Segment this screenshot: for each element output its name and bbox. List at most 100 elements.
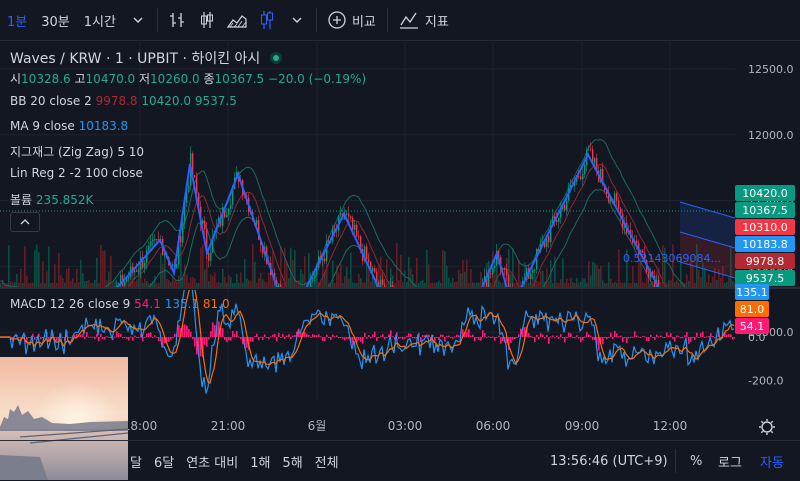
volume-bar: [674, 282, 676, 287]
symbol-title[interactable]: Waves / KRW · 1 · UPBIT · 하이킨 아시: [10, 51, 261, 67]
volume-bar: [416, 257, 418, 287]
candle-body: [594, 158, 596, 164]
candle-body: [446, 347, 447, 348]
macd-hist-bar: [514, 337, 516, 339]
volume-bar: [222, 268, 224, 287]
macd-hist-bar: [670, 333, 672, 337]
low-value: 10260.0: [150, 72, 200, 86]
candle-body: [464, 329, 465, 330]
candle-chart-icon[interactable]: [192, 0, 222, 40]
range-all[interactable]: 전체: [314, 455, 339, 471]
macd-hist-bar: [712, 336, 714, 338]
volume-bar: [586, 282, 588, 287]
volume-bar: [468, 283, 470, 287]
candle-body: [36, 324, 37, 331]
candle-body: [258, 220, 260, 240]
linreg-legend[interactable]: Lin Reg 2 -2 100 close: [10, 166, 143, 180]
compare-button[interactable]: 비교: [321, 0, 383, 40]
log-toggle[interactable]: 로그: [718, 455, 742, 471]
macd-hist-bar: [68, 337, 70, 338]
collapse-legend-button[interactable]: [10, 212, 40, 232]
volume-bar: [660, 282, 662, 287]
candle-body: [372, 268, 374, 272]
bb-lower-value: 9537.5: [194, 94, 237, 108]
range-ytd[interactable]: 연초 대비: [186, 455, 239, 471]
candle-body: [18, 313, 19, 318]
candle-body: [518, 300, 519, 307]
candle-body: [222, 208, 224, 226]
candle-body: [658, 279, 660, 287]
volume-bar: [348, 278, 350, 287]
macd-hist-bar: [270, 336, 272, 338]
chevron-down-icon[interactable]: [123, 0, 153, 40]
macd-tag-label: 81.0: [740, 303, 765, 316]
macd-hist-bar: [332, 334, 334, 337]
macd-hist-bar: [184, 324, 186, 337]
volume-bar: [374, 281, 376, 287]
bb-legend[interactable]: BB 20 close 2 9978.8 10420.0 9537.5: [10, 94, 237, 108]
macd-hist-bar: [624, 337, 626, 339]
toolbar-divider: [156, 8, 158, 32]
volume-bar: [602, 280, 604, 287]
time-axis[interactable]: 18:00 21:00 6월 03:00 06:00 09:00 12:00: [123, 419, 688, 433]
volume-bar: [480, 272, 482, 287]
volume-bar: [632, 265, 634, 287]
volume-bar: [298, 280, 300, 287]
settings-icon[interactable]: [759, 419, 775, 435]
candle-body: [26, 316, 27, 329]
bar-chart-icon[interactable]: [162, 0, 192, 40]
volume-bar: [228, 274, 230, 287]
candle-body: [430, 324, 431, 330]
volume-legend[interactable]: 볼륨 235.852K: [10, 193, 94, 207]
auto-toggle[interactable]: 자동: [760, 455, 784, 471]
range-month[interactable]: 달: [130, 455, 142, 471]
range-5years[interactable]: 5해: [282, 455, 303, 471]
macd-hist-bar: [730, 334, 732, 337]
candle-body: [508, 275, 510, 287]
volume-bar: [596, 264, 598, 287]
volume-bar: [498, 280, 500, 287]
candle-body: [520, 298, 521, 300]
volume-bar: [626, 249, 628, 287]
clock[interactable]: 13:56:46 (UTC+9): [550, 453, 668, 469]
volume-bar: [338, 272, 340, 287]
time-tick-label: 09:00: [565, 419, 600, 433]
range-1year[interactable]: 1해: [250, 455, 271, 471]
interval-1m[interactable]: 1분: [7, 14, 28, 30]
candle-body: [32, 320, 33, 328]
price-chart[interactable]: 12500.012000.011500.011000.010500.00.0-2…: [0, 40, 800, 440]
volume-bar: [332, 260, 334, 287]
candle-body: [116, 285, 118, 287]
macd-hist-bar: [174, 333, 176, 337]
macd-legend[interactable]: MACD 12 26 close 9 54.1 135.1 81.0: [10, 297, 230, 311]
indicators-button[interactable]: 지표: [392, 0, 456, 40]
candle-body: [256, 220, 258, 225]
heikin-ashi-icon[interactable]: [252, 0, 282, 40]
area-chart-icon[interactable]: [222, 0, 252, 40]
macd-hist-bar: [104, 337, 106, 340]
interval-1h[interactable]: 1시간: [83, 14, 116, 30]
chevron-down-icon[interactable]: [282, 0, 312, 40]
macd-tag-bg: [735, 284, 769, 300]
volume-bar: [188, 282, 190, 287]
toolbar-divider: [315, 8, 317, 32]
volume-bar: [260, 272, 262, 287]
candle-body: [672, 300, 673, 318]
volume-bar: [78, 282, 80, 287]
range-6months[interactable]: 6달: [153, 455, 175, 471]
candle-body: [588, 149, 590, 151]
macd-hist-bar: [360, 337, 362, 342]
macd-hist-bar: [148, 332, 150, 337]
ma-legend[interactable]: MA 9 close 10183.8: [10, 119, 129, 133]
volume-bar: [16, 274, 18, 287]
candle-body: [516, 304, 517, 307]
percent-toggle[interactable]: %: [690, 453, 703, 469]
interval-30m[interactable]: 30분: [41, 14, 70, 30]
volume-bar: [258, 278, 260, 287]
macd-hist-bar: [644, 336, 646, 338]
zigzag-legend[interactable]: 지그재그 (Zig Zag) 5 10: [10, 145, 145, 159]
candle-body: [350, 216, 352, 218]
volume-bar: [698, 269, 700, 287]
macd-hist-bar: [330, 337, 332, 340]
candle-body: [192, 153, 194, 176]
